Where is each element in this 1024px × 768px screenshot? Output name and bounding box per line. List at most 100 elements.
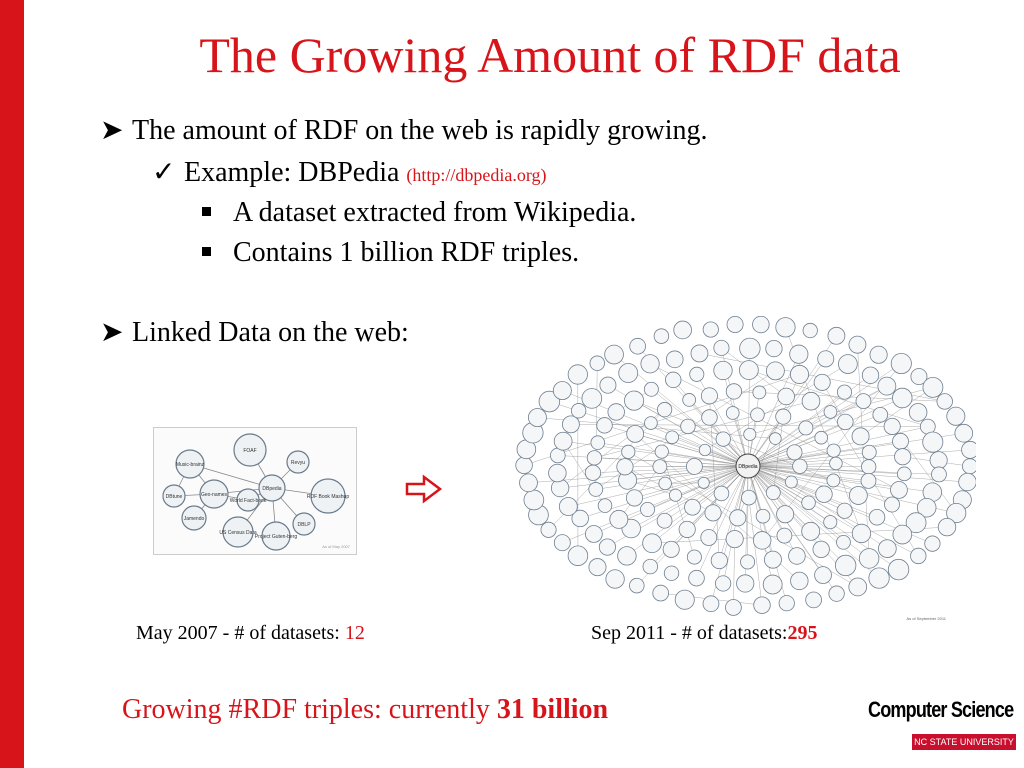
logo-title: Computer Science: [868, 697, 1014, 722]
graph-node: [698, 443, 712, 457]
graph-node: [848, 335, 867, 354]
graph-node: [814, 566, 832, 584]
graph-node: [702, 321, 719, 338]
caption-2007: May 2007 - # of datasets: 12: [136, 622, 365, 645]
graph-node: [836, 502, 853, 519]
graph-edge: [747, 441, 901, 467]
graph-node: [848, 577, 868, 597]
caption-2007-text: May 2007 - # of datasets:: [136, 622, 345, 644]
graph-node: [548, 463, 567, 483]
node-label: World Fact-book: [230, 498, 267, 504]
graph-node: [892, 524, 913, 545]
graph-node: [700, 529, 718, 546]
graph-node: [922, 431, 944, 453]
graph-node: [784, 475, 798, 489]
graph-node: [826, 443, 841, 458]
graph-node: [848, 486, 868, 505]
graph-edge: [805, 385, 887, 429]
node-label: DBpedia: [262, 486, 281, 492]
graph-node: [553, 534, 571, 552]
graph-node: [581, 388, 603, 409]
graph-node: [801, 495, 816, 510]
graph-node: [752, 531, 772, 550]
graph-edge: [633, 400, 893, 505]
graph-node: [199, 479, 229, 509]
graph-node: [665, 350, 684, 369]
graph-node: [815, 485, 833, 503]
graph-node: [752, 315, 770, 334]
graph-node: [916, 497, 937, 518]
graph-edge: [627, 465, 749, 481]
footer-text: Growing #RDF triples: currently: [122, 694, 497, 725]
graph-node: [954, 423, 974, 443]
graph-node: [685, 458, 703, 475]
graph-node: [652, 459, 668, 475]
bullet-dataset-wikipedia: A dataset extracted from Wikipedia.: [202, 197, 637, 229]
graph-node: [678, 520, 696, 538]
cloud-2011-note: As of September 2011: [906, 616, 946, 621]
graph-node: [725, 599, 742, 616]
graph-node: [814, 430, 829, 445]
bullet-text: A dataset extracted from Wikipedia.: [233, 197, 637, 228]
graph-edge: [747, 465, 831, 523]
graph-node: [656, 402, 673, 418]
graph-edge: [747, 391, 845, 467]
graph-edge: [689, 399, 749, 467]
graph-node: [788, 547, 806, 565]
graph-node: [585, 525, 603, 543]
graph-node: [775, 317, 796, 338]
graph-node: [682, 393, 697, 407]
graph-node: [892, 387, 913, 409]
graph-node: [765, 485, 781, 501]
graph-node: [790, 571, 809, 591]
graph-node: [910, 368, 928, 386]
graph-node: [680, 418, 696, 435]
dbpedia-url[interactable]: (http://dbpedia.org): [406, 165, 547, 185]
graph-node: [605, 569, 625, 589]
cloud-2011-graph: DBpedia As of September 2011: [515, 315, 980, 621]
graph-node: [931, 466, 947, 483]
graph-node: [823, 405, 838, 419]
cloud-2007-note: As of May 2007: [322, 544, 351, 549]
graph-edge: [649, 363, 900, 491]
graph-node: [789, 344, 809, 364]
graph-node: [769, 432, 782, 445]
graph-node: [884, 496, 900, 513]
bullet-linked-data: ➤ Linked Data on the web:: [100, 317, 409, 349]
graph-edge: [594, 457, 749, 467]
graph-node: [590, 435, 605, 450]
graph-node: [604, 344, 624, 365]
graph-node: [739, 360, 759, 380]
graph-node: [588, 558, 607, 577]
graph-node: [801, 521, 821, 541]
left-accent-bar: [0, 0, 24, 768]
graph-node: [663, 565, 680, 581]
graph-node: [607, 403, 625, 421]
linked-data-cloud-2011: DBpedia As of September 2011: [506, 315, 980, 622]
graph-edge: [634, 465, 749, 499]
graph-node: [869, 345, 888, 364]
graph-node: [750, 407, 765, 423]
graph-node: [861, 366, 880, 384]
graph-node: [567, 545, 589, 566]
graph-node: [586, 450, 603, 466]
bullet-dbpedia-example: ✓ Example: DBPedia (http://dbpedia.org): [152, 157, 547, 189]
graph-node: [673, 320, 692, 340]
graph-node: [597, 498, 613, 513]
bullet-billion-triples: Contains 1 billion RDF triples.: [202, 237, 579, 269]
graph-node: [908, 403, 928, 422]
graph-node: [538, 390, 561, 413]
graph-node: [624, 390, 645, 411]
graph-node: [558, 497, 578, 516]
graph-node: [292, 512, 316, 536]
graph-node: [829, 456, 843, 471]
graph-edge: [568, 465, 749, 507]
graph-node: [838, 354, 858, 374]
graph-node: [697, 476, 710, 489]
caption-2011-text: Sep 2011 - # of datasets:: [591, 622, 788, 644]
graph-node: [688, 569, 705, 587]
graph-node: [743, 427, 757, 441]
graph-edge: [747, 421, 846, 467]
graph-edge: [747, 465, 834, 481]
graph-edge: [647, 465, 749, 510]
